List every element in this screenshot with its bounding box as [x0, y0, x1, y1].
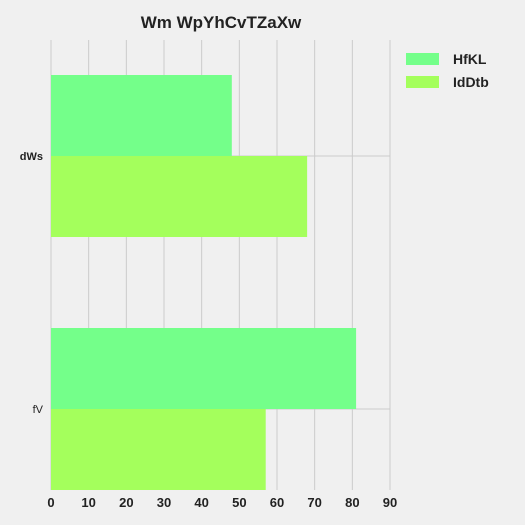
chart-title: Wm WpYhCvTZaXw: [141, 13, 302, 32]
category-label: fV: [33, 404, 44, 416]
x-tick-label: 30: [157, 495, 171, 510]
legend-label: IdDtb: [453, 74, 489, 90]
legend-swatch: [406, 53, 439, 65]
x-tick-label: 90: [383, 495, 397, 510]
legend-swatch: [406, 76, 439, 88]
bar-HfKL-fV: [51, 328, 357, 409]
x-tick-label: 50: [232, 495, 246, 510]
x-tick-label: 10: [81, 495, 95, 510]
category-label: dWs: [20, 151, 43, 163]
axes: 0 10 20 30 40 50 60 70 80 90 dWs fV: [20, 151, 397, 510]
bar-IdDtb-fV: [51, 409, 266, 490]
legend: HfKL IdDtb: [406, 51, 489, 90]
x-tick-label: 20: [119, 495, 133, 510]
x-tick-label: 70: [307, 495, 321, 510]
x-tick-label: 40: [194, 495, 208, 510]
x-tick-label: 80: [345, 495, 359, 510]
x-tick-label: 0: [47, 495, 54, 510]
bars: [51, 75, 357, 490]
bar-HfKL-dWs: [51, 75, 232, 156]
bar-IdDtb-dWs: [51, 156, 308, 237]
x-tick-label: 60: [270, 495, 284, 510]
legend-label: HfKL: [453, 51, 487, 67]
